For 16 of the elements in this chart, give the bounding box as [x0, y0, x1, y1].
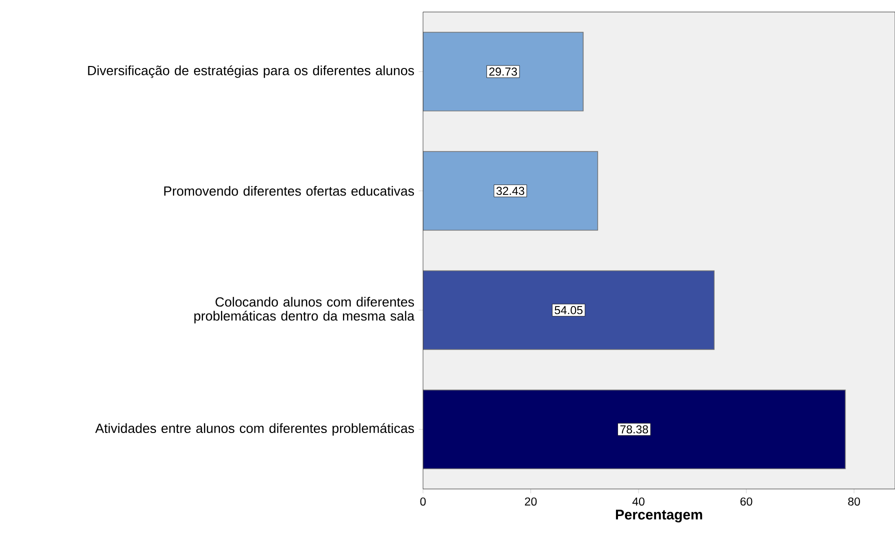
data-label: 32.43	[496, 186, 524, 195]
y-tick-label: Atividades entre alunos com diferentes problemáticas	[95, 423, 414, 436]
y-tick-label: Colocando alunos com diferentes problemáticas dentro da mesma sala	[194, 296, 414, 324]
y-tick-label: Promovendo diferentes ofertas educativas	[164, 186, 414, 196]
bar	[423, 151, 598, 231]
x-tick-label: 40	[632, 497, 644, 506]
data-label: 54.05	[554, 306, 583, 314]
x-tick-label: 60	[740, 497, 752, 506]
x-tick-label: 80	[848, 497, 860, 506]
x-tick-label: 20	[524, 497, 537, 506]
data-label: 78.38	[620, 425, 648, 434]
bar	[423, 270, 715, 350]
x-tick-label: 0	[420, 497, 426, 506]
x-axis-title: Percentagem	[616, 510, 702, 522]
y-tick-label: Diversificação de estratégias para os diferentes alunos	[88, 65, 414, 78]
data-label: 29.73	[489, 68, 517, 76]
